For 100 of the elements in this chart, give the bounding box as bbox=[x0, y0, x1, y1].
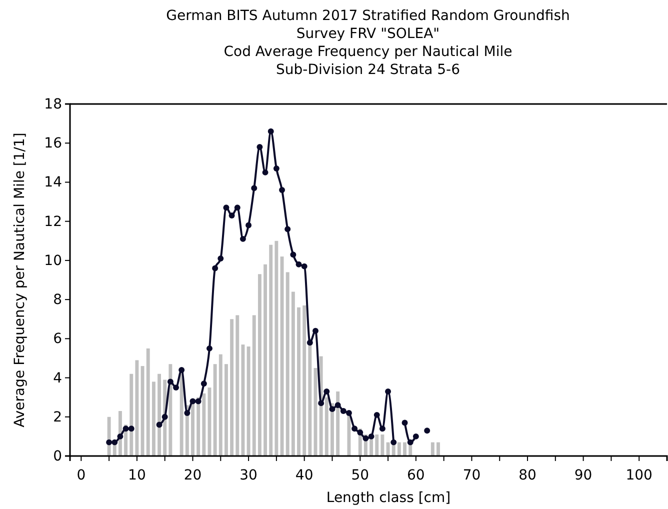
bar bbox=[403, 442, 406, 456]
y-tick-label: 6 bbox=[53, 331, 62, 348]
point bbox=[223, 204, 230, 211]
bar bbox=[436, 442, 440, 456]
bar bbox=[230, 319, 234, 456]
point bbox=[424, 428, 430, 434]
bar bbox=[297, 307, 300, 456]
y-tick-label: 16 bbox=[44, 136, 62, 152]
point bbox=[156, 422, 162, 428]
bar bbox=[324, 397, 328, 456]
bar bbox=[274, 240, 278, 456]
bar bbox=[269, 244, 273, 456]
point bbox=[268, 128, 274, 134]
bar bbox=[397, 442, 401, 456]
point bbox=[352, 426, 358, 432]
point bbox=[334, 402, 341, 408]
point bbox=[167, 378, 174, 385]
bar bbox=[213, 364, 217, 456]
y-tick-label: 0 bbox=[53, 448, 62, 464]
y-tick-label: 18 bbox=[44, 96, 62, 112]
y-tick-label: 8 bbox=[53, 292, 62, 308]
bar bbox=[386, 442, 390, 456]
bar bbox=[375, 434, 379, 456]
point bbox=[228, 212, 235, 218]
point bbox=[112, 439, 118, 446]
bar bbox=[202, 393, 206, 456]
bar bbox=[308, 338, 312, 456]
point bbox=[296, 261, 302, 268]
point bbox=[402, 420, 408, 426]
point bbox=[301, 263, 308, 270]
bar bbox=[430, 442, 434, 456]
bar bbox=[152, 382, 156, 456]
x-axis-title: Length class [cm] bbox=[326, 490, 451, 506]
point bbox=[290, 252, 296, 258]
bar bbox=[158, 374, 161, 456]
bar bbox=[135, 360, 139, 456]
bar bbox=[140, 366, 144, 456]
point bbox=[340, 408, 346, 414]
point bbox=[190, 398, 196, 404]
point bbox=[200, 380, 207, 387]
point bbox=[374, 412, 380, 418]
point bbox=[218, 256, 224, 262]
point bbox=[212, 265, 218, 272]
point bbox=[234, 204, 240, 211]
x-tick-label: 90 bbox=[574, 467, 592, 484]
point bbox=[256, 144, 263, 150]
bar bbox=[380, 434, 384, 456]
point bbox=[329, 406, 336, 412]
bar bbox=[180, 372, 184, 456]
x-tick-label: 30 bbox=[240, 467, 258, 484]
x-tick-label: 20 bbox=[184, 467, 202, 484]
bar bbox=[291, 292, 295, 456]
point bbox=[273, 166, 280, 172]
point bbox=[324, 388, 330, 394]
point bbox=[312, 328, 318, 334]
bar bbox=[196, 397, 200, 456]
point bbox=[390, 439, 397, 446]
bar bbox=[241, 344, 245, 456]
x-tick-label: 80 bbox=[518, 467, 536, 484]
bar bbox=[336, 391, 340, 456]
point bbox=[279, 187, 286, 194]
point bbox=[284, 226, 291, 232]
point bbox=[262, 169, 268, 176]
point bbox=[385, 388, 392, 394]
chart-title: German BITS Autumn 2017 Stratified Random Groundfish Survey FRV "SOLEA" Cod Average Frequency per Nautical Mile Sub-Division 24 Strata 5-6 bbox=[166, 8, 570, 78]
x-tick-label: 0 bbox=[76, 467, 86, 484]
x-tick-label: 40 bbox=[295, 467, 314, 484]
point bbox=[357, 430, 364, 436]
point bbox=[368, 433, 374, 440]
point bbox=[246, 222, 252, 228]
x-tick-label: 100 bbox=[626, 467, 652, 484]
point bbox=[162, 414, 168, 420]
y-tick-label: 14 bbox=[44, 174, 62, 191]
point bbox=[407, 439, 414, 446]
point bbox=[178, 366, 185, 373]
point bbox=[206, 345, 212, 352]
point bbox=[379, 426, 386, 432]
point bbox=[240, 236, 246, 242]
point bbox=[412, 433, 419, 440]
y-tick-label: 10 bbox=[44, 252, 62, 269]
bar bbox=[286, 272, 290, 456]
point bbox=[362, 435, 369, 442]
bar bbox=[224, 364, 228, 456]
y-tick-label: 4 bbox=[53, 370, 62, 386]
y-axis-title: Average Frequency per Nautical Mile [1/1] bbox=[12, 132, 28, 428]
point bbox=[173, 384, 179, 391]
bar bbox=[252, 315, 256, 456]
bar bbox=[218, 354, 222, 456]
bar bbox=[246, 346, 250, 456]
bar bbox=[236, 315, 240, 456]
point bbox=[306, 340, 313, 346]
x-tick-label: 10 bbox=[128, 467, 146, 484]
point bbox=[128, 426, 134, 432]
point bbox=[195, 398, 202, 404]
point bbox=[106, 439, 112, 446]
bar bbox=[264, 264, 268, 456]
y-tick-label: 12 bbox=[44, 214, 62, 230]
bar bbox=[258, 274, 262, 456]
x-tick-label: 50 bbox=[351, 467, 370, 484]
point bbox=[318, 400, 324, 406]
